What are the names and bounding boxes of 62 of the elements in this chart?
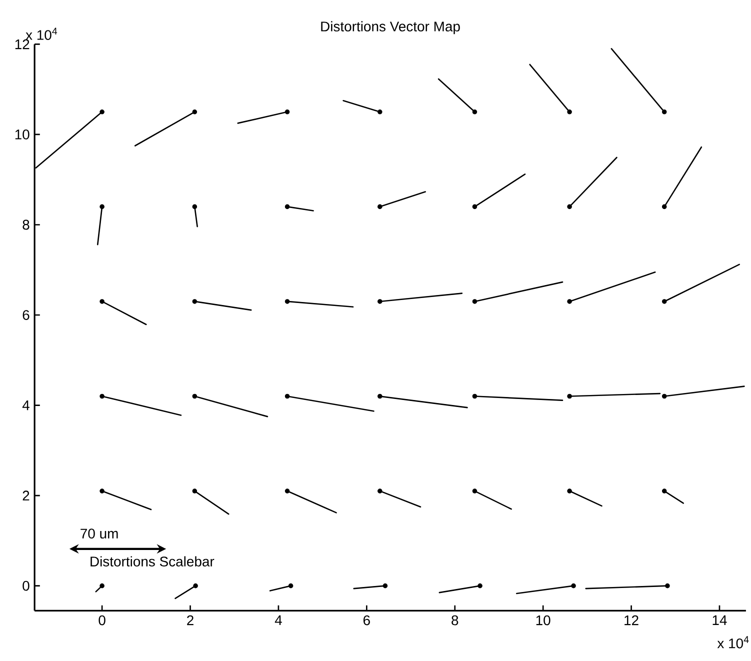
- point: [100, 488, 104, 494]
- point: [472, 109, 478, 114]
- x-tick-label: 0: [98, 615, 106, 626]
- point: [284, 204, 290, 209]
- x-tick-label: 4: [274, 615, 282, 625]
- point: [472, 204, 478, 209]
- point: [378, 299, 382, 304]
- point: [192, 204, 198, 209]
- point: [567, 204, 572, 209]
- point: [192, 299, 198, 304]
- point: [192, 488, 198, 494]
- text: x 10$^{4}$: [717, 636, 749, 648]
- point: [662, 394, 667, 399]
- y-tick-label: 4: [22, 400, 30, 410]
- point: [288, 583, 294, 588]
- annotation: 70 um: [80, 528, 118, 538]
- point: [100, 299, 104, 304]
- x-tick-label: 12: [624, 615, 638, 626]
- x-tick-label: 14: [712, 615, 727, 625]
- y-tick-label: 6: [22, 310, 30, 320]
- y-tick-label: 0: [22, 580, 30, 591]
- y-tick-label: 8: [22, 220, 30, 230]
- x-tick-label: 6: [363, 615, 370, 626]
- point: [567, 488, 572, 494]
- point: [100, 204, 104, 209]
- point: [284, 109, 290, 114]
- point: [284, 299, 290, 304]
- point: [472, 488, 478, 494]
- point: [662, 488, 667, 494]
- x-tick-label: 2: [187, 615, 194, 626]
- chart-title: Distortions Vector Map: [321, 21, 460, 34]
- point: [567, 109, 572, 114]
- point: [100, 583, 104, 588]
- annotation: Distortions Scalebar: [90, 556, 214, 566]
- point: [665, 583, 670, 588]
- point: [193, 583, 198, 588]
- y-tick-label: 2: [22, 490, 30, 500]
- x-tick-label: 10: [536, 615, 550, 626]
- point: [571, 583, 576, 588]
- point: [284, 394, 290, 399]
- point: [662, 299, 667, 304]
- point: [567, 394, 572, 399]
- point: [378, 204, 382, 209]
- point: [100, 109, 104, 114]
- point: [478, 583, 482, 588]
- point: [284, 488, 290, 494]
- point: [378, 488, 382, 494]
- point: [378, 109, 382, 114]
- point: [472, 299, 478, 304]
- point: [192, 394, 198, 399]
- point: [472, 394, 478, 399]
- point: [192, 109, 198, 114]
- y-tick-label: 12: [15, 39, 30, 49]
- point: [567, 299, 572, 304]
- text: x 10$^{4}$: [26, 28, 58, 40]
- point: [382, 583, 388, 588]
- point: [100, 394, 104, 399]
- x-tick-label: 8: [452, 615, 458, 626]
- point: [662, 109, 667, 114]
- y-tick-label: 10: [15, 129, 30, 140]
- point: [378, 394, 382, 399]
- point: [662, 204, 667, 209]
